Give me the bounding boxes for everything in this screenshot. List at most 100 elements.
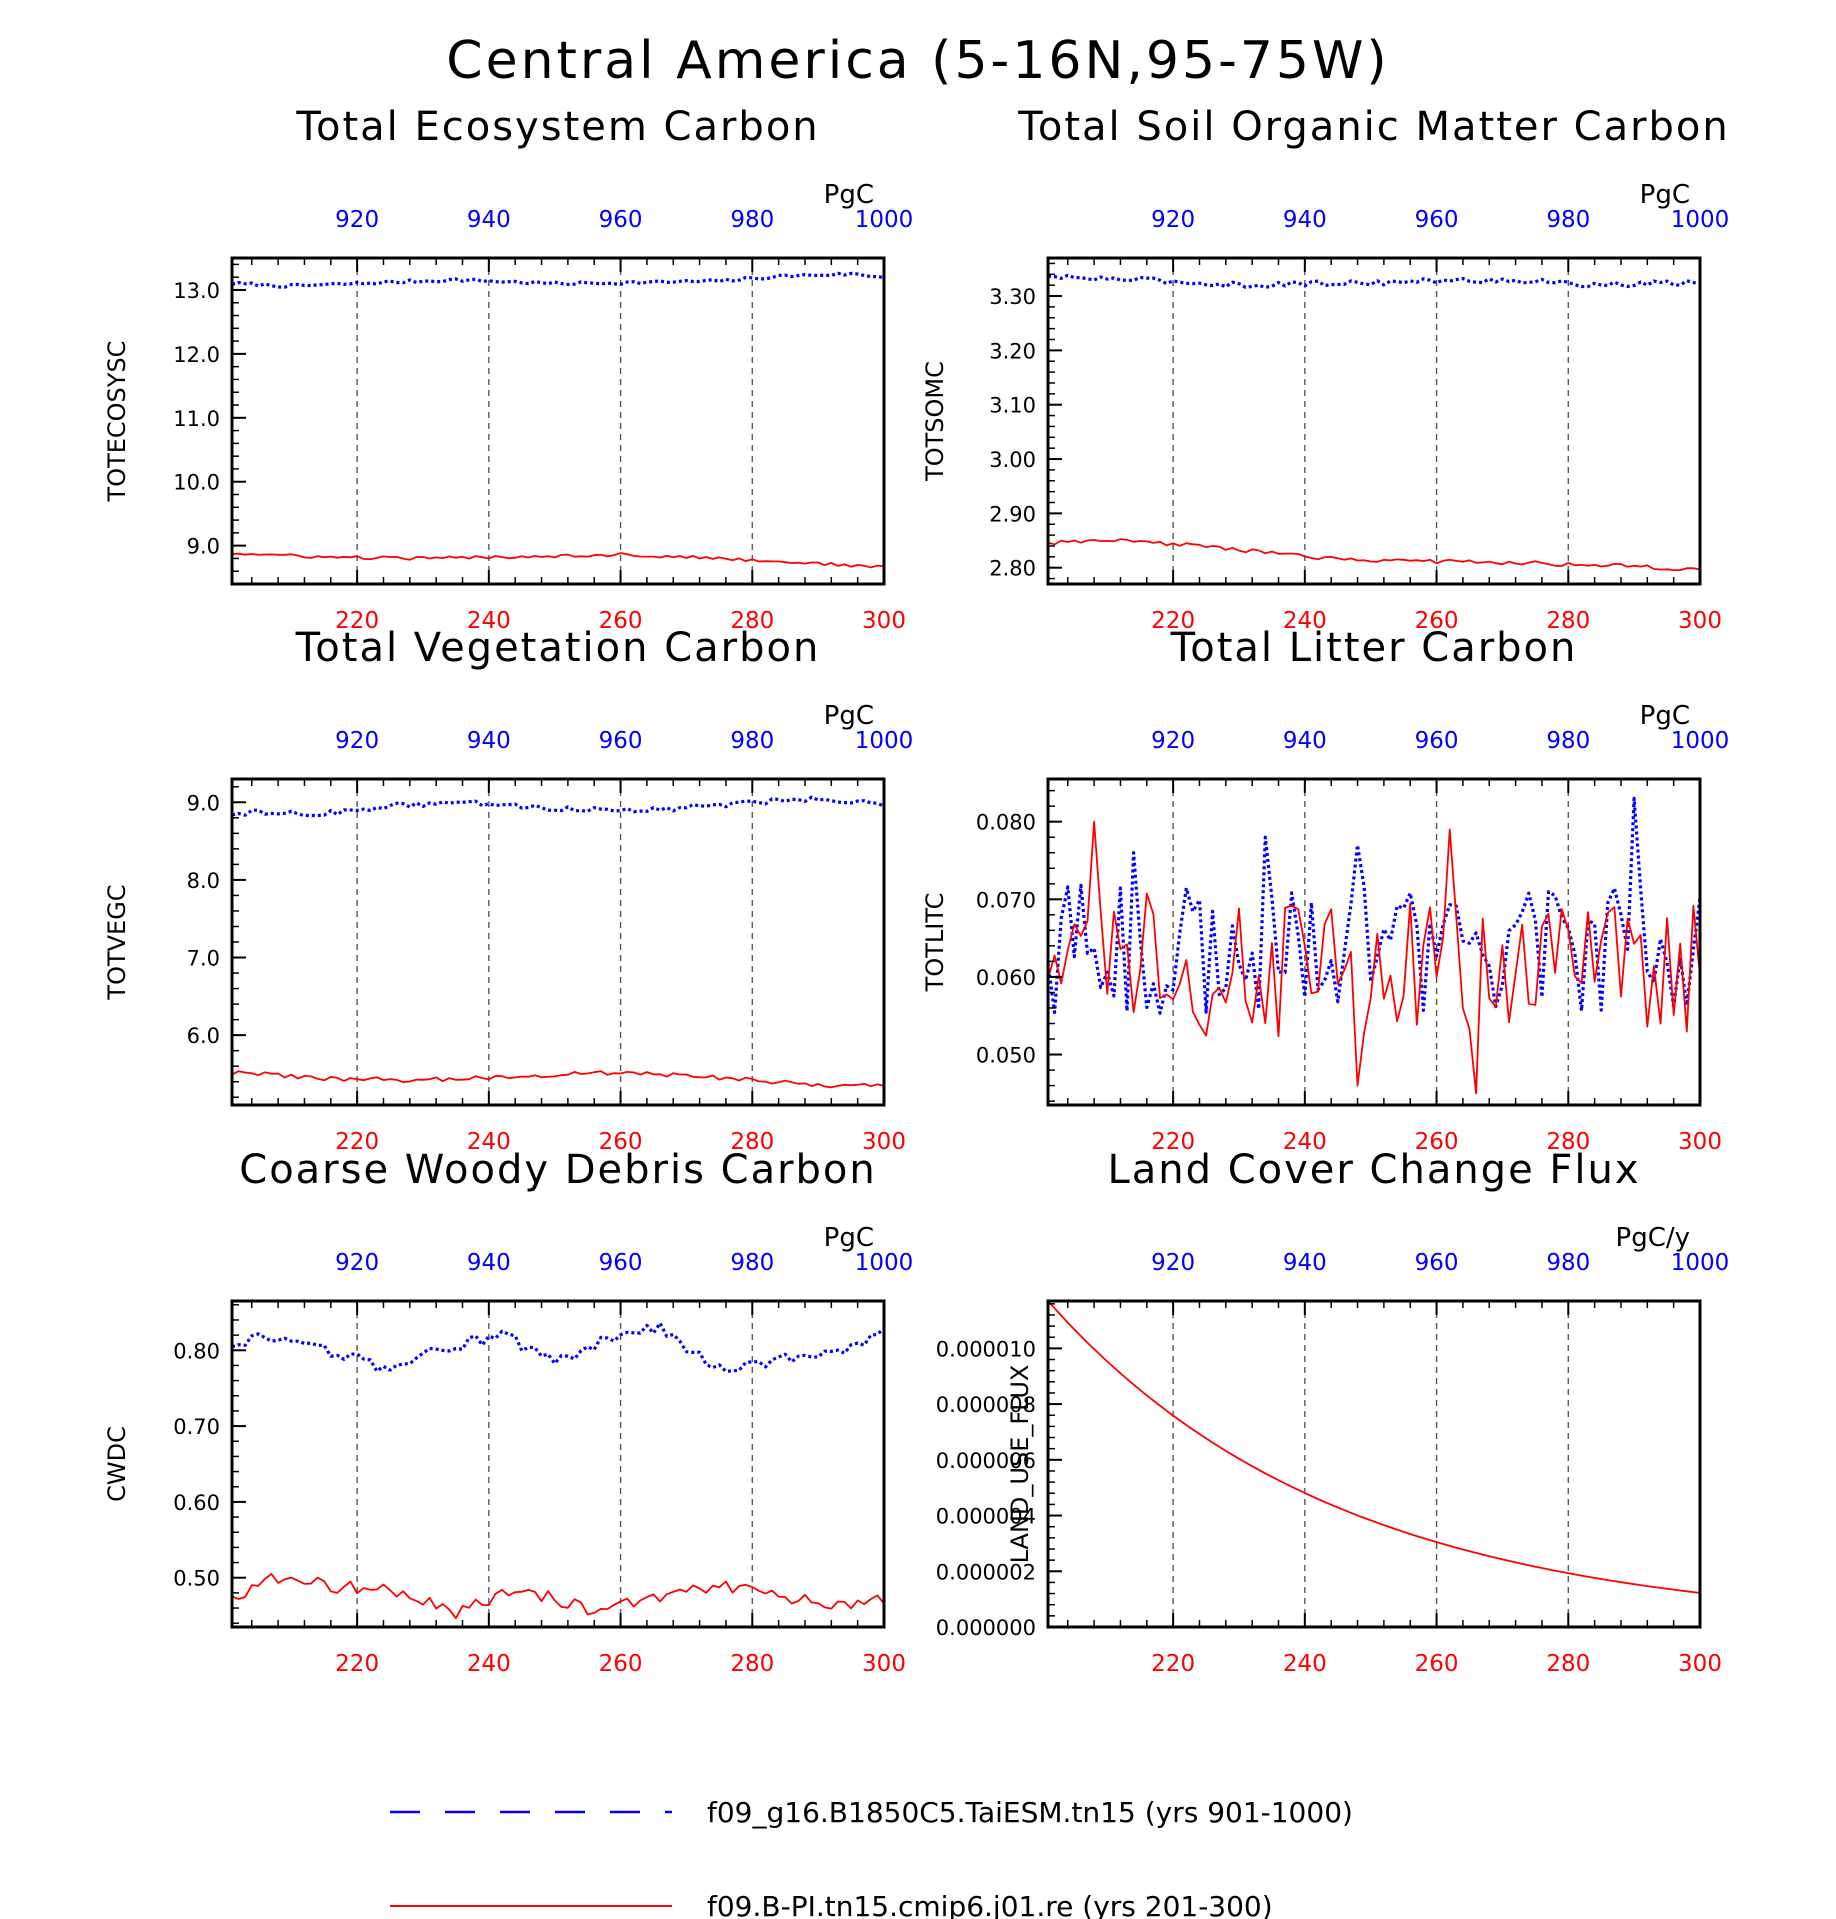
x-tick-label-bottom: 220 [1151,608,1195,634]
unit-label: PgC [1640,180,1690,210]
x-tick-label-top: 920 [335,1250,379,1276]
y-tick-label: 0.80 [173,1339,220,1363]
x-tick-label-bottom: 280 [1546,1651,1590,1677]
x-tick-label-bottom: 280 [730,1129,774,1155]
x-tick-label-bottom: 220 [335,608,379,634]
x-tick-label-bottom: 240 [467,608,511,634]
chart-panel-4: Total Litter Carbon PgC 220 240 260 280 300 920… [921,625,1729,1155]
x-tick-label-top: 940 [1283,207,1327,233]
y-axis-label: TOTVEGC [103,884,131,1000]
unit-label: PgC [824,1223,874,1253]
x-tick-label-bottom: 300 [862,608,906,634]
panel-title: Total Litter Carbon [1170,625,1578,671]
x-tick-label-top: 980 [1546,1250,1590,1276]
y-tick-label: 0.060 [976,966,1036,990]
y-tick-label: 12.0 [173,343,220,367]
x-tick-label-bottom: 260 [1415,1129,1459,1155]
x-tick-label-bottom: 260 [599,1129,643,1155]
x-tick-label-bottom: 220 [1151,1129,1195,1155]
x-tick-label-bottom: 220 [1151,1651,1195,1677]
x-tick-label-top: 940 [467,728,511,754]
y-tick-label: 9.0 [187,535,220,559]
x-tick-label-top: 960 [599,207,643,233]
x-tick-label-bottom: 280 [730,1651,774,1677]
x-tick-label-top: 980 [730,207,774,233]
y-axis-label: LAND_USE_FLUX [1006,1365,1034,1564]
x-tick-label-bottom: 260 [1415,1651,1459,1677]
x-tick-label-top: 940 [467,207,511,233]
panel-title: Land Cover Change Flux [1107,1147,1640,1193]
x-tick-label-top: 1000 [855,728,914,754]
chart-panel-6: Land Cover Change Flux PgC/y 220 240 260 280 3… [936,1147,1729,1677]
x-tick-label-bottom: 280 [1546,608,1590,634]
series-line-case2 [1047,1300,1701,1594]
y-tick-label: 6.0 [187,1024,220,1048]
y-tick-label: 3.30 [989,285,1036,309]
x-tick-label-top: 1000 [1671,1250,1730,1276]
panel-title: Total Soil Organic Matter Carbon [1017,104,1730,150]
y-axis-label: TOTSOMC [921,361,949,482]
unit-label: PgC [1640,701,1690,731]
x-tick-label-bottom: 280 [1546,1129,1590,1155]
x-tick-label-top: 980 [1546,207,1590,233]
y-tick-label: 7.0 [187,947,220,971]
x-tick-label-bottom: 220 [335,1129,379,1155]
x-tick-label-bottom: 260 [1415,608,1459,634]
x-tick-label-bottom: 220 [335,1651,379,1677]
y-tick-label: 3.20 [989,339,1036,363]
series-line-case1 [231,795,885,818]
y-tick-label: 0.000008 [936,1393,1036,1417]
unit-label: PgC/y [1616,1223,1690,1253]
unit-label: PgC [824,701,874,731]
x-tick-label-bottom: 240 [467,1129,511,1155]
legend-label-1: f09_g16.B1850C5.TaiESM.tn15 (yrs 901-100… [707,1796,1353,1829]
series-line-case2 [231,1573,885,1620]
plot-frame [1046,256,1702,586]
x-tick-label-top: 1000 [1671,728,1730,754]
y-tick-label: 11.0 [173,407,220,431]
plot-frame [230,1299,886,1629]
y-tick-label: 3.00 [989,448,1036,472]
x-tick-label-top: 920 [1151,1250,1195,1276]
plot-frame [1046,777,1702,1107]
plot-frame [230,256,886,586]
y-tick-label: 0.050 [976,1044,1036,1068]
x-tick-label-top: 980 [730,728,774,754]
x-tick-label-top: 940 [1283,1250,1327,1276]
x-tick-label-bottom: 300 [862,1129,906,1155]
x-tick-label-bottom: 300 [1678,1651,1722,1677]
x-tick-label-top: 960 [599,1250,643,1276]
y-tick-label: 3.10 [989,394,1036,418]
series-line-case1 [1046,796,1702,1015]
x-tick-label-top: 960 [1415,1250,1459,1276]
x-tick-label-top: 960 [1415,728,1459,754]
panel-title: Total Ecosystem Carbon [295,104,819,150]
series-line-case2 [1047,538,1701,571]
x-tick-label-top: 1000 [1671,207,1730,233]
x-tick-label-top: 920 [335,728,379,754]
series-line-case2 [231,1070,885,1089]
x-tick-label-top: 1000 [855,207,914,233]
x-tick-label-bottom: 240 [467,1651,511,1677]
x-tick-label-top: 920 [1151,728,1195,754]
x-tick-label-top: 940 [1283,728,1327,754]
y-tick-label: 0.000010 [936,1337,1036,1361]
series-line-case2 [231,552,885,569]
y-tick-label: 0.070 [976,888,1036,912]
y-tick-label: 0.080 [976,811,1036,835]
legend: f09_g16.B1850C5.TaiESM.tn15 (yrs 901-100… [390,1796,1353,1919]
y-tick-label: 0.70 [173,1415,220,1439]
y-tick-label: 0.50 [173,1567,220,1591]
x-tick-label-bottom: 280 [730,608,774,634]
y-tick-label: 2.90 [989,502,1036,526]
series-line-case1 [231,271,885,289]
x-tick-label-top: 920 [1151,207,1195,233]
y-tick-label: 2.80 [989,557,1036,581]
x-tick-label-top: 980 [1546,728,1590,754]
panel-title: Total Vegetation Carbon [295,625,821,671]
x-tick-label-bottom: 260 [599,608,643,634]
x-tick-label-top: 980 [730,1250,774,1276]
unit-label: PgC [824,180,874,210]
